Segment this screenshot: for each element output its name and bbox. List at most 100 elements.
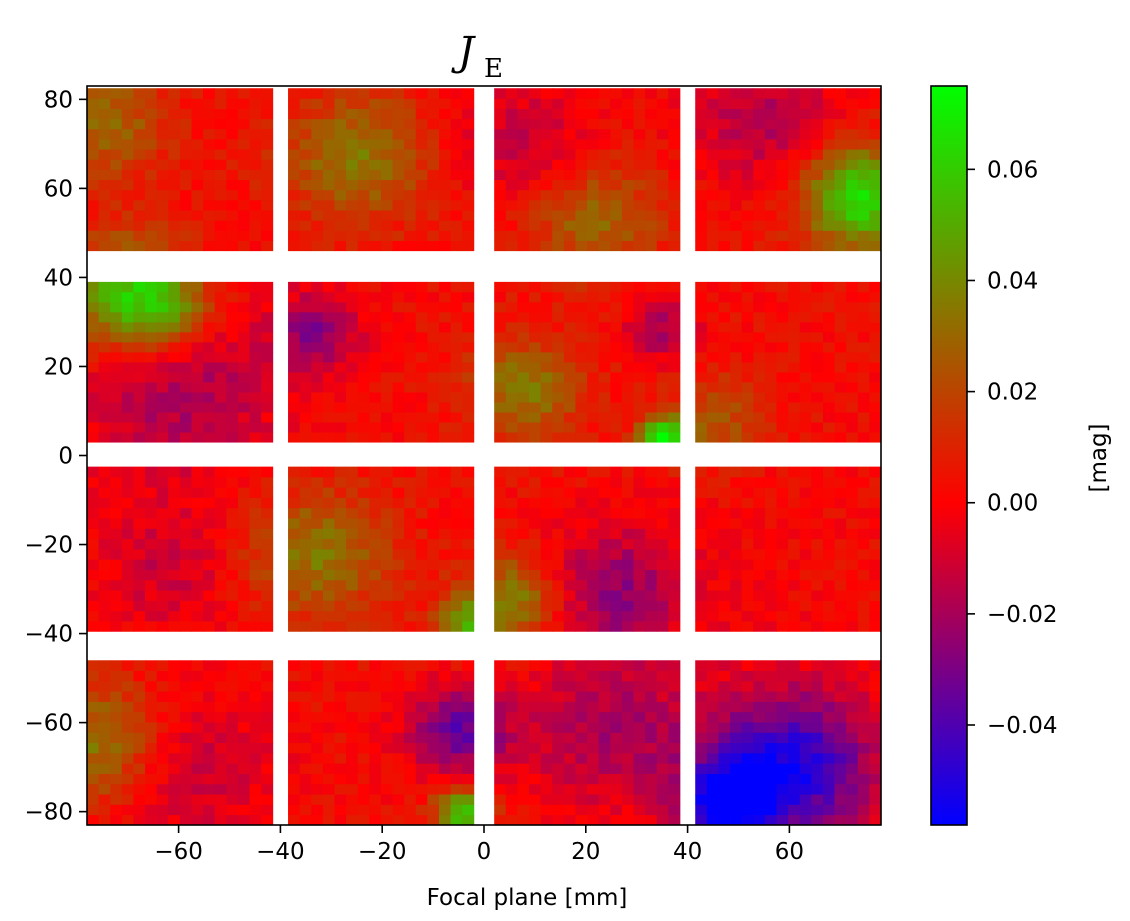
heatmap-cell: [718, 610, 731, 622]
heatmap-cell: [869, 108, 882, 120]
heatmap-cell: [494, 108, 507, 120]
heatmap-cell: [822, 179, 835, 191]
heatmap-cell: [214, 98, 227, 109]
heatmap-cell: [811, 466, 824, 478]
heatmap-cell: [718, 569, 731, 581]
heatmap-cell: [668, 128, 681, 140]
heatmap-cell: [753, 382, 766, 393]
heatmap-cell: [575, 742, 588, 754]
heatmap-cell: [741, 281, 754, 293]
heatmap-cell: [563, 476, 576, 488]
heatmap-cell: [799, 794, 812, 805]
heatmap-cell: [610, 600, 623, 612]
heatmap-cell: [645, 392, 658, 403]
heatmap-cell: [811, 701, 824, 713]
heatmap-cell: [633, 610, 646, 622]
heatmap-cell: [718, 412, 731, 423]
heatmap-cell: [741, 210, 754, 221]
heatmap-cell: [415, 372, 428, 383]
heatmap-cell: [552, 466, 565, 478]
heatmap-cell: [811, 230, 824, 241]
heatmap-cell: [214, 301, 227, 313]
heatmap-cell: [494, 670, 507, 682]
heatmap-cell: [633, 701, 646, 713]
heatmap-cell: [203, 476, 216, 488]
heatmap-cell: [764, 794, 777, 805]
heatmap-cell: [505, 372, 518, 383]
heatmap-cell: [621, 752, 634, 764]
heatmap-cell: [552, 230, 565, 241]
heatmap-cell: [610, 773, 623, 785]
heatmap-cell: [695, 240, 708, 252]
heatmap-cell: [334, 240, 347, 252]
heatmap-cell: [610, 341, 623, 353]
heatmap-cell: [450, 230, 463, 241]
heatmap-cell: [392, 422, 405, 433]
heatmap-cell: [415, 569, 428, 581]
heatmap-cell: [811, 189, 824, 201]
heatmap-cell: [695, 507, 708, 519]
heatmap-cell: [98, 108, 111, 120]
heatmap-cell: [288, 732, 301, 744]
heatmap-cell: [168, 220, 181, 231]
heatmap-cell: [237, 621, 250, 632]
heatmap-cell: [645, 814, 658, 826]
heatmap-cell: [811, 362, 824, 373]
heatmap-cell: [415, 392, 428, 403]
heatmap-cell: [741, 118, 754, 130]
heatmap-cell: [529, 179, 542, 191]
heatmap-cell: [668, 159, 681, 170]
heatmap-cell: [380, 311, 393, 323]
heatmap-cell: [656, 497, 669, 509]
heatmap-cell: [226, 722, 239, 733]
heatmap-cell: [380, 538, 393, 550]
heatmap-cell: [392, 362, 405, 373]
heatmap-cell: [450, 722, 463, 733]
heatmap-cell: [656, 301, 669, 313]
heatmap-cell: [98, 794, 111, 805]
heatmap-cell: [392, 600, 405, 612]
heatmap-cell: [822, 579, 835, 591]
heatmap-cell: [529, 763, 542, 774]
heatmap-cell: [706, 149, 719, 160]
heatmap-cell: [598, 88, 611, 99]
heatmap-cell: [346, 98, 359, 109]
heatmap-cell: [529, 722, 542, 733]
heatmap-cell: [788, 291, 801, 303]
heatmap-cell: [811, 538, 824, 550]
heatmap-cell: [299, 752, 312, 764]
heatmap-cell: [438, 773, 451, 785]
colorbar-tick-label: 0.00: [987, 491, 1038, 517]
heatmap-cell: [857, 88, 870, 99]
heatmap-cell: [226, 291, 239, 303]
heatmap-cell: [811, 159, 824, 170]
heatmap-cell: [415, 230, 428, 241]
heatmap-cell: [322, 711, 335, 723]
heatmap-cell: [741, 291, 754, 303]
heatmap-cell: [857, 281, 870, 293]
heatmap-cell: [87, 590, 100, 601]
heatmap-cell: [517, 321, 530, 333]
heatmap-cell: [110, 331, 123, 343]
heatmap-cell: [494, 139, 507, 150]
heatmap-cell: [334, 372, 347, 383]
heatmap-cell: [753, 814, 766, 826]
heatmap-cell: [598, 301, 611, 313]
heatmap-cell: [857, 392, 870, 403]
heatmap-cell: [415, 362, 428, 373]
heatmap-cell: [404, 230, 417, 241]
heatmap-cell: [730, 432, 743, 443]
heatmap-cell: [357, 128, 370, 140]
heatmap-cell: [645, 670, 658, 682]
heatmap-cell: [427, 230, 440, 241]
heatmap-cell: [98, 210, 111, 221]
heatmap-cell: [575, 466, 588, 478]
heatmap-cell: [505, 291, 518, 303]
heatmap-cell: [753, 680, 766, 692]
heatmap-cell: [799, 372, 812, 383]
heatmap-cell: [288, 392, 301, 403]
heatmap-cell: [718, 691, 731, 702]
heatmap-cell: [98, 466, 111, 478]
heatmap-cell: [237, 670, 250, 682]
heatmap-cell: [741, 569, 754, 581]
